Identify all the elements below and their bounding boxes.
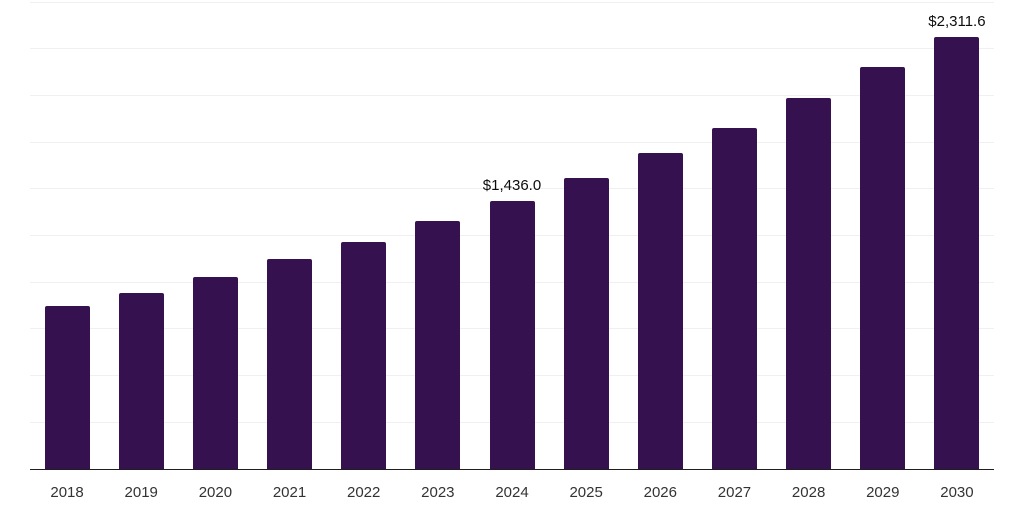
x-tick-label-2023: 2023 (421, 484, 455, 501)
gridline (30, 1, 994, 3)
bar-2027 (711, 127, 757, 469)
x-tick-label-2027: 2027 (717, 484, 752, 501)
gridline (30, 94, 994, 96)
x-tick-label-2018: 2018 (50, 484, 84, 501)
gridline (30, 188, 994, 190)
value-label-2030: $2,311.6 (928, 13, 986, 31)
bar-2029 (860, 67, 906, 469)
bar-2023 (415, 220, 461, 469)
bar-2024 (489, 200, 535, 469)
bar-2028 (786, 98, 832, 469)
bar-2022 (341, 241, 387, 469)
bar-2026 (637, 153, 683, 469)
x-tick-label-2022: 2022 (347, 484, 381, 501)
x-axis-line (30, 468, 994, 470)
bar-2021 (267, 259, 313, 469)
gridline (30, 48, 994, 50)
bar-2020 (192, 276, 238, 469)
bar-2019 (118, 292, 164, 469)
value-label-2024: $1,436.0 (482, 176, 542, 194)
x-tick-label-2029: 2029 (866, 484, 900, 501)
x-tick-label-2020: 2020 (198, 484, 233, 501)
bar-2025 (563, 177, 609, 469)
x-tick-label-2021: 2021 (272, 484, 307, 501)
x-tick-label-2028: 2028 (791, 484, 826, 501)
bar-2030 (934, 37, 980, 469)
x-tick-label-2024: 2024 (495, 484, 529, 501)
x-tick-label-2030: 2030 (940, 484, 974, 501)
x-tick-label-2025: 2025 (569, 484, 603, 501)
bar-2018 (44, 306, 90, 469)
x-tick-label-2019: 2019 (124, 484, 158, 501)
gridline (30, 141, 994, 143)
x-tick-label-2026: 2026 (643, 484, 677, 501)
